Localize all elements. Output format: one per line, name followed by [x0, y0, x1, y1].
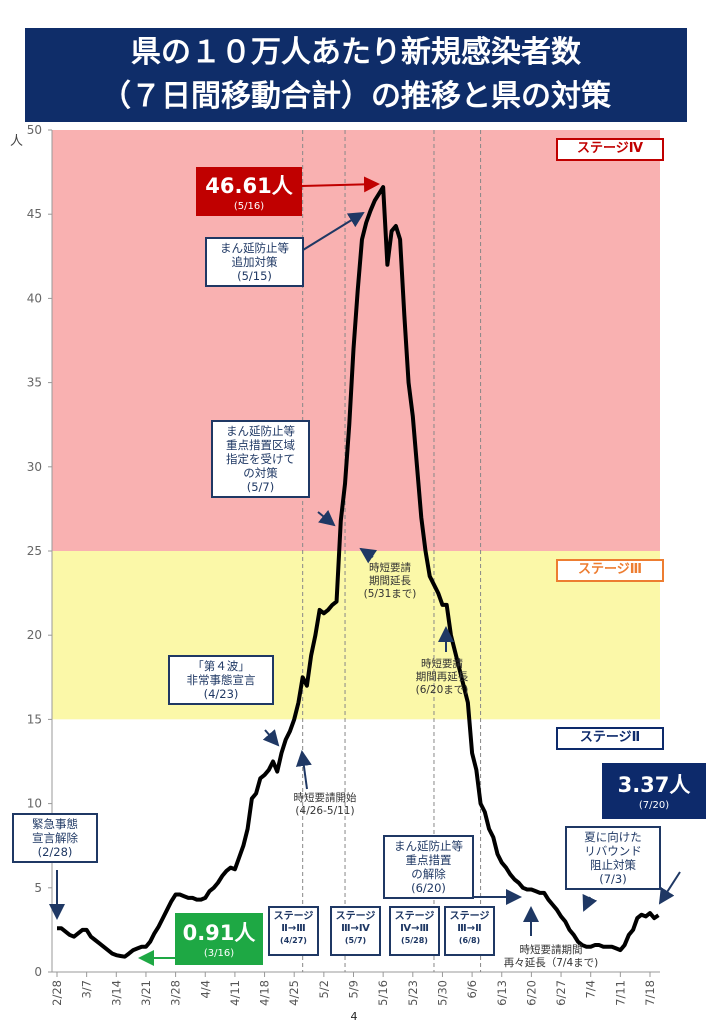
- stage-change-date: (6/8): [458, 936, 481, 945]
- annotation: 夏に向けた リバウンド 阻止対策 (7/3): [565, 826, 661, 890]
- annotation: 時短要請 期間再延長 (6/20まで): [415, 658, 469, 696]
- x-tick-label: 6/27: [554, 980, 568, 1006]
- stage-change-date: (5/28): [401, 936, 428, 945]
- value-callout: 46.61人 (5/16): [196, 167, 302, 216]
- x-tick-label: 3/28: [169, 980, 183, 1006]
- stage-change-date: (4/27): [280, 936, 307, 945]
- x-tick-label: 5/9: [347, 980, 361, 999]
- x-tick-label: 5/30: [435, 980, 449, 1006]
- stage-change-box: ステージ Ⅳ→Ⅲ (5/28): [389, 906, 440, 956]
- annotation: まん延防止等 追加対策 (5/15): [205, 237, 304, 287]
- y-tick-label: 45: [27, 207, 42, 221]
- y-unit: 人: [10, 134, 23, 149]
- value-callout: 3.37人 (7/20): [602, 763, 706, 819]
- x-tick-label: 5/23: [406, 980, 420, 1006]
- stage-label: ステージⅡ: [556, 727, 664, 751]
- annotation: まん延防止等 重点措置 の解除 (6/20): [383, 835, 474, 899]
- page-number: 4: [351, 1010, 358, 1023]
- y-tick-label: 20: [27, 628, 42, 642]
- x-tick-label: 3/7: [80, 980, 94, 999]
- y-tick-label: 0: [34, 965, 42, 979]
- x-tick-label: 6/13: [495, 980, 509, 1006]
- y-tick-label: 50: [27, 123, 42, 137]
- stage-change-box: ステージ Ⅱ→Ⅲ (4/27): [268, 906, 319, 956]
- stage-label: ステージⅣ: [556, 138, 664, 161]
- annotation: 時短要請期間 再々延長（7/4まで): [503, 944, 599, 969]
- x-tick-label: 6/6: [465, 980, 479, 999]
- data-line: [57, 185, 660, 959]
- stage-change-box: ステージ Ⅲ→Ⅱ (6/8): [444, 906, 495, 956]
- x-tick-label: 4/4: [198, 980, 212, 999]
- value-label-date: (7/20): [638, 800, 670, 811]
- x-tick-label: 4/11: [228, 980, 242, 1006]
- value-callout: 0.91人 (3/16): [175, 913, 263, 965]
- x-tick-label: 6/20: [524, 980, 538, 1006]
- x-tick-label: 4/25: [287, 980, 301, 1006]
- x-tick-label: 5/16: [376, 980, 390, 1006]
- x-tick-label: 7/11: [613, 980, 627, 1006]
- x-tick-label: 5/2: [317, 980, 331, 999]
- y-tick-label: 5: [34, 881, 42, 895]
- y-tick-label: 35: [27, 376, 42, 390]
- stage-change-box: ステージ Ⅲ→Ⅳ (5/7): [330, 906, 381, 956]
- stage-label: ステージⅢ: [556, 559, 664, 582]
- y-tick-label: 40: [27, 291, 42, 305]
- annotation: 時短要請開始 (4/26-5/11): [293, 792, 357, 817]
- x-tick-label: 3/14: [109, 980, 123, 1006]
- value-label: 3.37人: [617, 773, 691, 797]
- value-label-date: (5/16): [233, 200, 265, 212]
- x-tick-label: 7/4: [584, 980, 598, 999]
- x-tick-label: 7/18: [643, 980, 657, 1006]
- annotation: 「第４波」 非常事態宣言 (4/23): [168, 655, 274, 705]
- value-label: 0.91人: [182, 921, 256, 945]
- x-tick-label: 4/18: [258, 980, 272, 1006]
- x-tick-label: 3/21: [139, 980, 153, 1006]
- x-tick-label: 2/28: [50, 980, 64, 1006]
- y-tick-label: 25: [27, 544, 42, 558]
- y-tick-label: 15: [27, 712, 42, 726]
- annotation: 緊急事態 宣言解除 (2/28): [12, 813, 98, 863]
- annotation: 時短要請 期間延長 (5/31まで): [363, 562, 417, 600]
- y-tick-label: 30: [27, 460, 42, 474]
- y-tick-label: 10: [27, 797, 42, 811]
- value-label: 46.61人: [205, 173, 293, 198]
- title: 県の１０万人あたり新規感染者数 （７日間移動合計）の推移と県の対策: [25, 28, 687, 122]
- value-label-date: (3/16): [203, 948, 235, 959]
- stage-change-date: (5/7): [344, 936, 367, 945]
- annotation: まん延防止等 重点措置区域 指定を受けて の対策 (5/7): [211, 420, 310, 498]
- arrows: [49, 176, 681, 966]
